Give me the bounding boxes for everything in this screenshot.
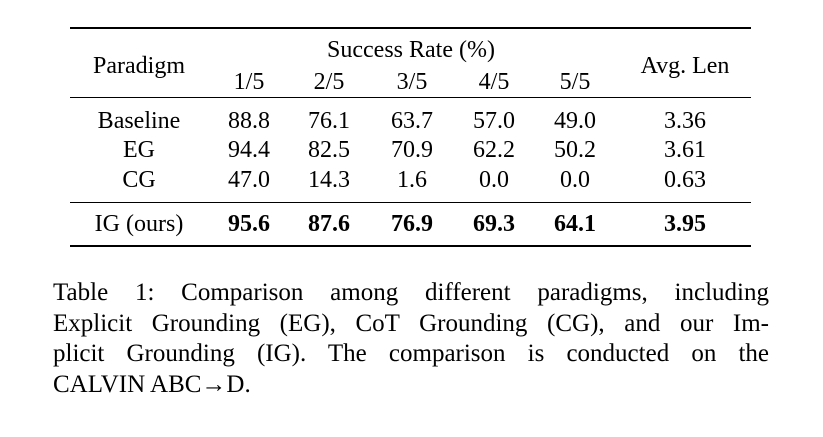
table-cell: 49.0 xyxy=(554,108,596,134)
table-cell: 63.7 xyxy=(391,108,433,134)
header-col-2: 2/5 xyxy=(313,69,345,95)
header-col-1: 1/5 xyxy=(233,69,265,95)
table-cell-best: 87.6 xyxy=(308,211,350,237)
table-cell-avg: 0.63 xyxy=(664,167,706,193)
table-cell-best: 76.9 xyxy=(391,211,433,237)
table-cell-best: 95.6 xyxy=(228,211,270,237)
table-cell-avg-best: 3.95 xyxy=(664,211,706,237)
table-cell-avg: 3.36 xyxy=(664,108,706,134)
row-name-ours: IG (ours) xyxy=(94,211,184,237)
table-cell: 0.0 xyxy=(479,167,509,193)
caption-line: CALVIN ABC→D. xyxy=(53,370,251,398)
table-cell: 57.0 xyxy=(473,108,515,134)
table-cell: 0.0 xyxy=(560,167,590,193)
row-name: CG xyxy=(122,167,156,193)
header-success-rate: Success Rate (%) xyxy=(327,37,495,63)
table-cell: 14.3 xyxy=(308,167,350,193)
table-cell: 50.2 xyxy=(554,137,596,163)
header-col-4: 4/5 xyxy=(478,69,510,95)
row-name: Baseline xyxy=(97,108,181,134)
caption-line: Table 1: Comparison among different para… xyxy=(53,279,769,306)
table-cell-best: 69.3 xyxy=(473,211,515,237)
row-name: EG xyxy=(123,137,155,163)
table-cell: 1.6 xyxy=(397,167,427,193)
table-caption: Table 1: Comparison among different para… xyxy=(53,278,769,400)
table-cell: 47.0 xyxy=(228,167,270,193)
header-col-3: 3/5 xyxy=(396,69,428,95)
table-group-rule xyxy=(70,202,751,203)
caption-line: plicit Grounding (IG). The comparison is… xyxy=(53,340,769,367)
table-header-rule xyxy=(70,97,751,98)
table-cell: 76.1 xyxy=(308,108,350,134)
caption-line: Explicit Grounding (EG), CoT Grounding (… xyxy=(53,309,769,337)
table-cell: 70.9 xyxy=(391,137,433,163)
table-cell: 62.2 xyxy=(473,137,515,163)
table-cell: 82.5 xyxy=(308,137,350,163)
table-bottom-rule xyxy=(70,245,751,247)
header-avg-len: Avg. Len xyxy=(640,53,730,79)
header-paradigm: Paradigm xyxy=(93,53,185,79)
table-cell-best: 64.1 xyxy=(554,211,596,237)
header-col-5: 5/5 xyxy=(559,69,591,95)
table-cell: 88.8 xyxy=(228,108,270,134)
table-cell: 94.4 xyxy=(228,137,270,163)
table-top-rule xyxy=(70,27,751,29)
table-cell-avg: 3.61 xyxy=(664,137,706,163)
